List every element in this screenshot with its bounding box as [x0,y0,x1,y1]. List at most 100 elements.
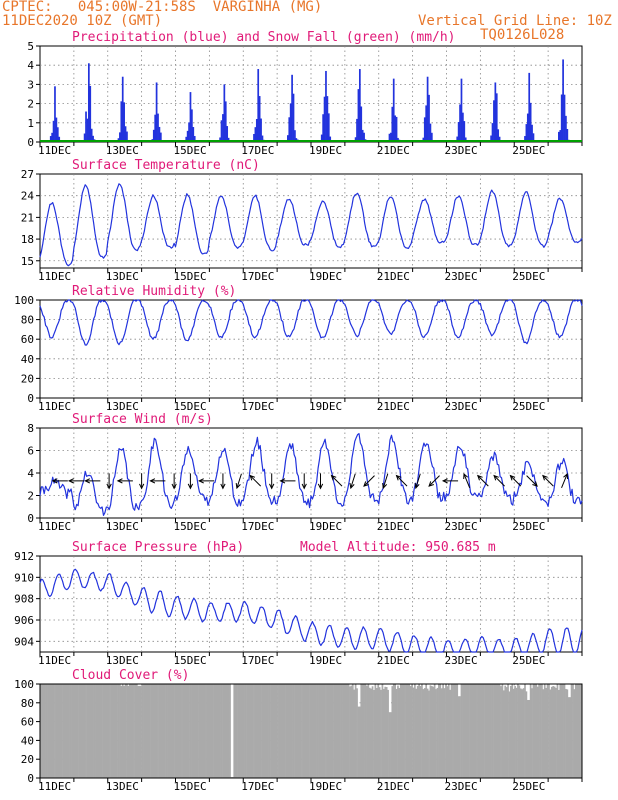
wind-arrow-shaft [249,475,262,487]
wind-arrow-head [149,478,156,484]
cloud-bar [224,684,227,778]
precip-bar [152,129,155,142]
cloud-bar [399,684,402,778]
x-tick-label: 25DEC [512,520,545,533]
cloud-bar [102,684,104,778]
wind-arrow [171,473,177,490]
cloud-bar [480,684,483,778]
cloud-bar [409,686,412,778]
cloud-bar [356,688,358,778]
x-tick-label: 17DEC [241,520,274,533]
wind-arrow-head [509,474,516,481]
cloud-bar [560,684,563,778]
cloud-bar [303,684,306,778]
wind-arrow [441,478,459,484]
cloud-bar [121,684,124,778]
cloud-bar [350,685,353,778]
cloud-bar [423,688,426,778]
cloud-bar [48,684,51,778]
cloud-bar [415,688,418,778]
precip-bar [429,123,432,142]
cloud-bar [85,684,87,778]
cloud-bar [117,684,120,778]
wind-arrow-shaft [463,473,471,488]
cloud-bar [419,686,422,778]
precip-bar [219,137,221,142]
cloud-bar [191,684,193,778]
cloud-bar [51,684,54,778]
wind-arrow-shaft [350,473,356,489]
wind-arrow-head [441,478,448,484]
cloud-bar [450,684,453,778]
cloud-bar [342,684,344,778]
cloud-bar [73,684,76,778]
cloud-bar [298,684,301,778]
cloud-bar [164,684,166,778]
wind-arrow [106,473,112,490]
y-tick-label: 0 [27,772,34,785]
cloud-bar [72,684,75,778]
wind-arrow [349,473,356,490]
y-tick-label: 20 [21,753,34,766]
precip-bar [361,129,364,142]
cloud-bar [556,684,559,778]
cloud-bar [185,684,188,778]
cloud-bar [481,684,484,778]
x-tick-label: 19DEC [309,780,342,793]
wind-arrow-head [198,478,204,484]
wind-arrow [198,478,215,484]
wind-arrow-head [249,474,256,481]
cloud-bar [404,684,406,778]
cloud-bar [439,684,442,778]
precip-bar [560,94,563,142]
x-tick-label: 13DEC [106,144,139,157]
panel-annotation: Model Altitude: 950.685 m [300,540,496,555]
cloud-bar [277,684,279,778]
cloud-bar [391,686,394,778]
cloud-bar [215,684,217,778]
cloud-bar [453,684,456,778]
cloud-bar [80,684,83,778]
cloud-bar [486,684,488,778]
x-tick-label: 11DEC [38,520,71,533]
precip-bar [562,59,564,142]
precip-bar [529,102,532,142]
cloud-bar [152,684,155,778]
cloud-bar [375,687,378,778]
wind-arrow [542,474,554,487]
wind-arrow-head [493,474,499,481]
precip-bar [185,136,188,142]
cloud-bar [349,686,351,778]
precip-bar [220,120,223,142]
precip-bar [456,136,459,142]
panel-frame [39,683,583,779]
precip-bar [261,135,264,142]
precip-bar [495,93,498,142]
wind-arrow-head [269,483,275,490]
cloud-bar [333,684,336,778]
cloud-bar [428,690,430,778]
precip-bar [157,113,159,142]
cloud-bar [267,684,269,778]
precip-bar [226,126,229,142]
precip-bar [86,118,89,142]
cloud-bar [552,686,555,778]
wind-arrow-head [67,478,74,484]
precip-bar [423,117,426,142]
cloud-bar [456,684,459,778]
cloud-bar [205,684,207,778]
precip-bar [58,136,61,142]
cloud-bar [182,684,185,778]
panel-2: 15 18 21 24 27 11DEC 13DEC 15DEC 17DEC 19DEC 21DEC… [21,158,583,283]
wind-arrow [382,473,389,490]
cloud-bar [130,684,133,778]
y-tick-label: 908 [14,593,34,606]
y-tick-label: 100 [14,294,34,307]
cloud-bar [271,684,274,778]
cloud-bar [351,684,354,778]
cloud-bar [195,684,197,778]
cloud-bar [405,684,408,778]
wind-arrow [317,473,324,490]
cloud-bar [529,684,532,778]
grid-note: Vertical Grid Line: 10Z [418,13,612,29]
